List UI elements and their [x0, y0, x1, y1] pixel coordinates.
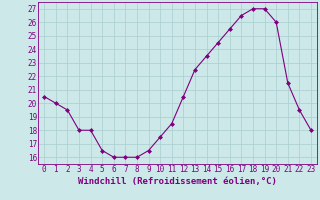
X-axis label: Windchill (Refroidissement éolien,°C): Windchill (Refroidissement éolien,°C) — [78, 177, 277, 186]
